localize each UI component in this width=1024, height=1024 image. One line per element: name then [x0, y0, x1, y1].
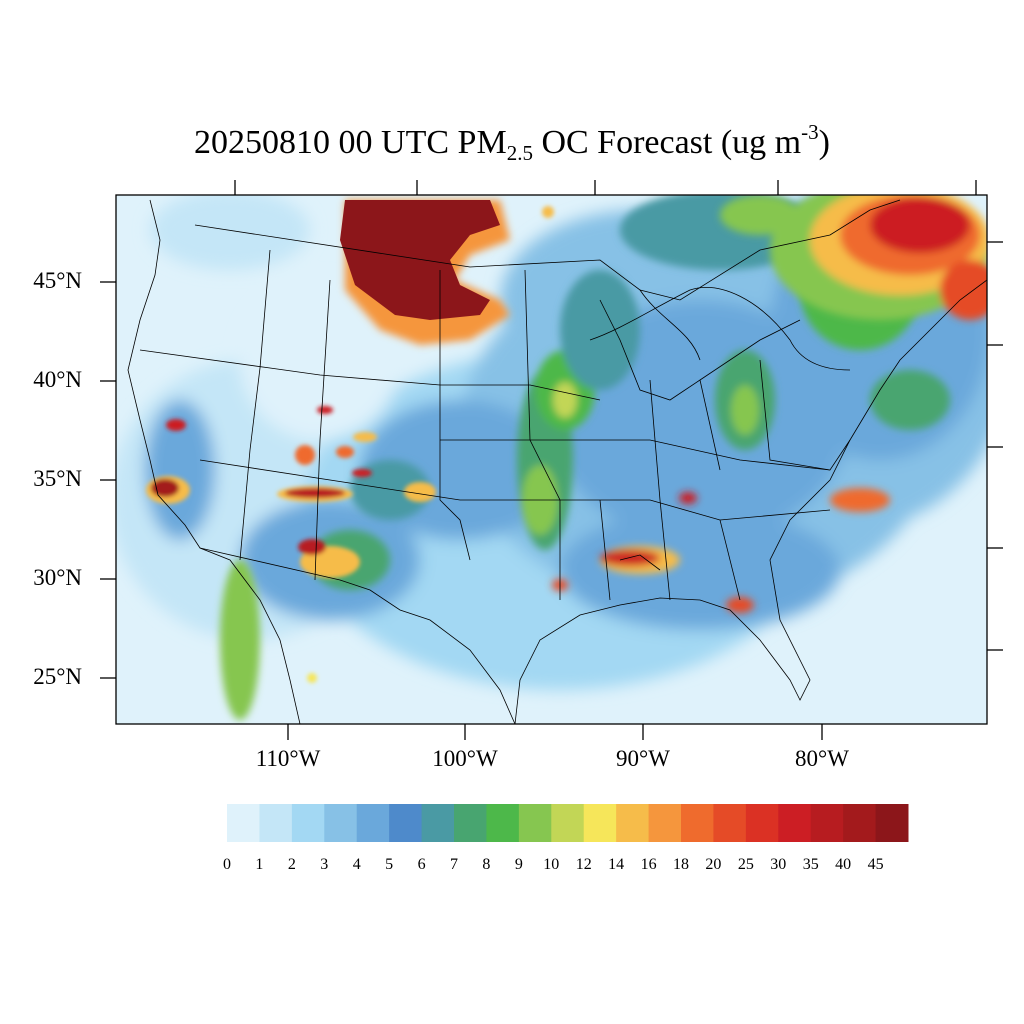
- map-frame: [115, 194, 988, 725]
- colorbar-label-7: 7: [450, 856, 458, 873]
- colorbar-swatch-17: [778, 804, 812, 842]
- boundaries: [127, 199, 987, 724]
- title-end: ): [818, 124, 830, 161]
- map-title: 20250810 00 UTC PM2.5 OC Forecast (ug m-…: [0, 120, 1024, 166]
- colorbar-swatch-19: [843, 804, 877, 842]
- colorbar-label-11: 12: [575, 856, 592, 873]
- colorbar-swatch-8: [486, 804, 520, 842]
- colorbar-label-15: 20: [705, 856, 722, 873]
- colorbar-label-10: 10: [543, 856, 560, 873]
- colorbar-swatch-13: [648, 804, 682, 842]
- colorbar-label-0: 0: [223, 856, 231, 873]
- colorbar-swatch-2: [291, 804, 325, 842]
- title-superscript: -3: [801, 120, 819, 144]
- colorbar-swatch-0: [227, 804, 260, 842]
- lat-label-40n: 40°N: [33, 367, 82, 392]
- colorbar-swatch-20: [875, 804, 909, 842]
- lat-label-30n: 30°N: [33, 565, 82, 590]
- colorbar-swatch-7: [454, 804, 487, 842]
- colorbar-label-3: 3: [320, 856, 329, 873]
- lon-label-110w: 110°W: [255, 746, 321, 771]
- title-date: 20250810: [194, 124, 331, 161]
- colorbar-label-5: 5: [385, 856, 394, 873]
- colorbar-label-4: 4: [352, 856, 361, 873]
- colorbar-swatch-1: [259, 804, 293, 842]
- colorbar-swatch-11: [583, 804, 617, 842]
- colorbar-swatch-18: [810, 804, 844, 842]
- colorbar-label-2: 2: [287, 856, 296, 873]
- colorbar-label-14: 18: [673, 856, 689, 873]
- colorbar-label-8: 8: [482, 856, 491, 873]
- colorbar-label-13: 16: [640, 856, 657, 873]
- colorbar: [227, 804, 909, 842]
- lon-label-90w: 90°W: [616, 746, 670, 771]
- colorbar-label-6: 6: [417, 856, 426, 873]
- lon-label-80w: 80°W: [795, 746, 849, 771]
- colorbar-label-20: 45: [867, 856, 884, 873]
- colorbar-swatch-12: [616, 804, 650, 842]
- colorbar-label-12: 14: [608, 856, 625, 873]
- colorbar-swatch-6: [421, 804, 455, 842]
- title-subscript: 2.5: [506, 141, 533, 165]
- colorbar-label-19: 40: [835, 856, 852, 873]
- concentration-field: [116, 195, 987, 724]
- smoke-plume: [340, 200, 510, 345]
- colorbar-swatch-14: [681, 804, 714, 842]
- lat-label-45n: 45°N: [33, 268, 82, 293]
- colorbar-swatch-4: [356, 804, 390, 842]
- lat-label-25n: 25°N: [33, 664, 82, 689]
- colorbar-swatch-15: [713, 804, 747, 842]
- lat-label-35n: 35°N: [33, 466, 82, 491]
- colorbar-swatch-3: [324, 804, 358, 842]
- colorbar-label-1: 1: [255, 856, 264, 873]
- tick-marks: [100, 180, 1003, 740]
- colorbar-label-9: 9: [514, 856, 523, 873]
- colorbar-swatch-9: [518, 804, 552, 842]
- colorbar-swatch-10: [551, 804, 585, 842]
- title-middle: OC Forecast (ug m: [532, 124, 802, 161]
- colorbar-label-18: 35: [802, 856, 819, 873]
- colorbar-label-16: 25: [737, 856, 754, 873]
- colorbar-label-17: 30: [770, 856, 787, 873]
- lon-label-100w: 100°W: [432, 746, 498, 771]
- colorbar-swatch-5: [389, 804, 423, 842]
- title-hour: 00 UTC PM: [338, 124, 507, 161]
- colorbar-swatch-16: [745, 804, 779, 842]
